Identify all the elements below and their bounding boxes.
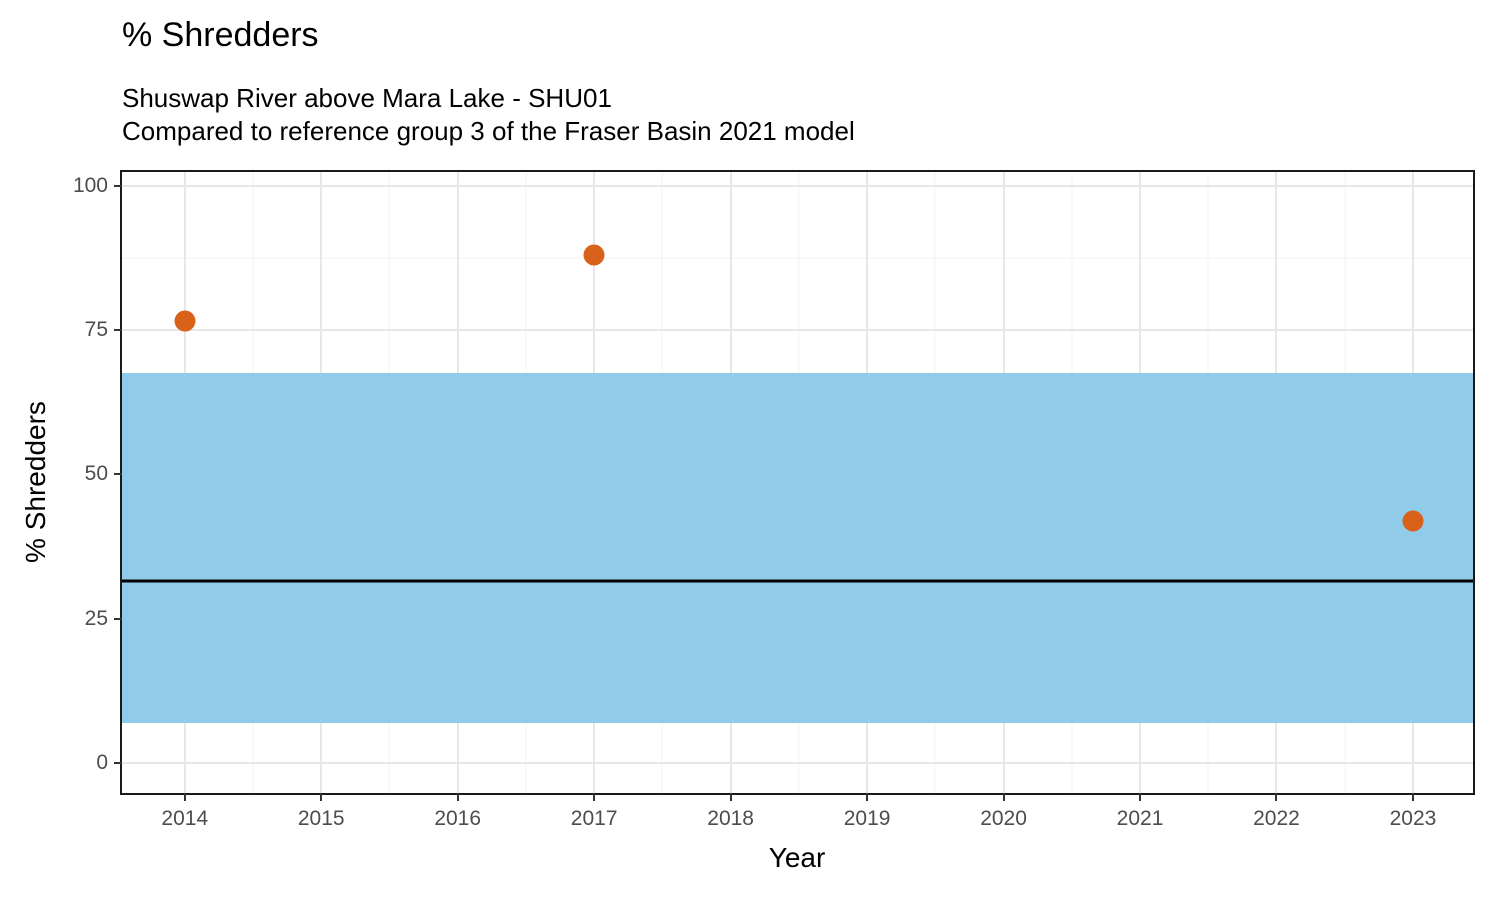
- y-tick-label: 25: [84, 606, 108, 630]
- y-tick-mark: [114, 184, 122, 187]
- y-major-gridline: [122, 761, 1473, 764]
- x-tick-mark: [729, 793, 732, 801]
- x-tick-label: 2017: [570, 807, 618, 830]
- y-tick-label: 100: [72, 173, 108, 197]
- x-tick-label: 2021: [1116, 807, 1164, 830]
- x-tick-label: 2019: [843, 807, 891, 830]
- plot-panel: 2014 2015 2016 2017 2018 2019 2020 2021 2022 2023…: [73, 170, 1475, 830]
- x-tick-label: 2023: [1389, 807, 1437, 830]
- x-tick-mark: [1139, 793, 1142, 801]
- x-tick-mark: [866, 793, 869, 801]
- data-point: [1402, 510, 1424, 532]
- x-tick-mark: [1002, 793, 1005, 801]
- reference-band: [122, 373, 1473, 723]
- chart-subtitle-line-2: Compared to reference group 3 of the Fra…: [122, 116, 855, 147]
- x-tick-label: 2015: [297, 807, 345, 830]
- x-axis-title: Year: [768, 842, 826, 873]
- x-tick-mark: [183, 793, 186, 801]
- data-point: [583, 244, 605, 266]
- y-minor-gridline: [122, 257, 1473, 259]
- x-tick-label: 2020: [980, 807, 1027, 830]
- y-tick-mark: [114, 329, 122, 332]
- reference-line: [122, 579, 1473, 583]
- x-tick-mark: [456, 793, 459, 801]
- y-tick-label: 75: [84, 318, 108, 342]
- y-major-gridline: [122, 184, 1473, 187]
- x-tick-mark: [1411, 793, 1414, 801]
- data-point: [174, 310, 196, 332]
- x-tick-label: 2022: [1253, 807, 1300, 830]
- x-tick-mark: [1275, 793, 1278, 801]
- y-tick-mark: [114, 617, 122, 620]
- y-tick-label: 50: [84, 462, 108, 486]
- y-tick-label: 0: [96, 750, 108, 774]
- chart-subtitle: Shuswap River above Mara Lake - SHU01 Co…: [122, 82, 855, 149]
- x-tick-label: 2016: [434, 807, 482, 830]
- y-axis-title: % Shredders: [20, 401, 51, 563]
- chart-title: % Shredders: [122, 16, 319, 54]
- x-tick-mark: [320, 793, 323, 801]
- y-tick-mark: [114, 761, 122, 764]
- x-tick-label: 2018: [707, 807, 754, 830]
- x-tick-label: 2014: [161, 807, 209, 830]
- y-major-gridline: [122, 329, 1473, 332]
- x-tick-mark: [593, 793, 596, 801]
- chart-subtitle-line-1: Shuswap River above Mara Lake - SHU01: [122, 83, 612, 113]
- y-tick-mark: [114, 473, 122, 476]
